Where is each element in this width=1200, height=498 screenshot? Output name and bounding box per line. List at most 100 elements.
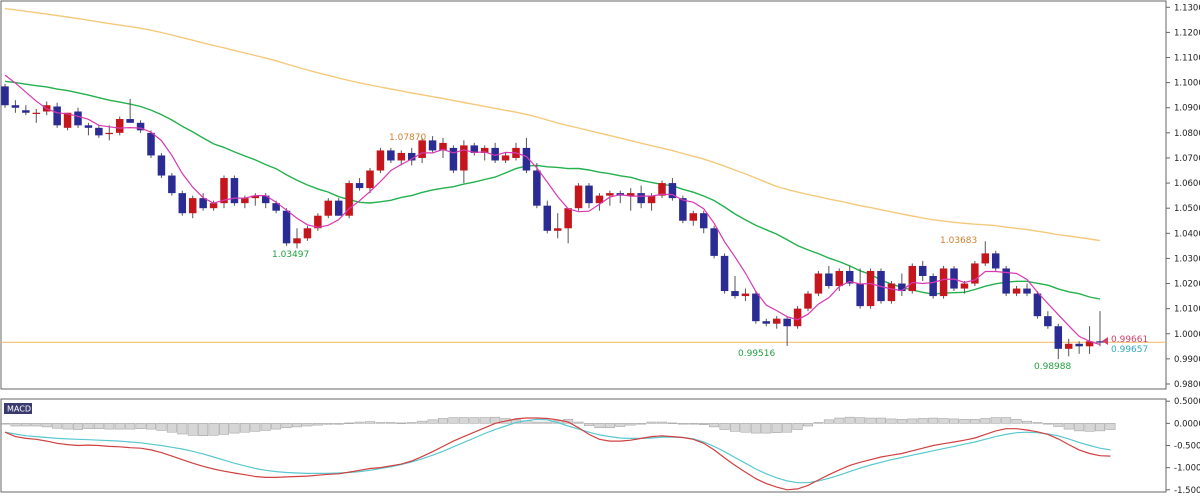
candle-body [261,195,270,204]
candle-body [825,273,833,287]
candle-body [460,145,468,171]
price-tick-label: 1.02000 [1174,280,1200,290]
candle-body [345,183,353,216]
candle-body [1,86,9,106]
macd-histogram-bar [229,423,240,434]
candle-body [1002,268,1010,294]
macd-histogram [0,416,1116,437]
macd-histogram-bar [1063,423,1074,430]
candle-body [783,318,791,327]
candle-body [658,183,666,196]
macd-histogram-bar [865,417,876,424]
candle-body [428,140,437,151]
macd-histogram-bar [959,419,970,424]
macd-histogram-bar [375,422,386,424]
last-price-marker [1102,337,1108,345]
macd-histogram-bar [938,418,949,424]
candle-body [376,150,385,171]
price-tick-label: 1.05000 [1174,204,1200,214]
macd-histogram-bar [949,418,959,424]
macd-histogram-bar [636,423,647,425]
macd-line [4,417,1111,491]
candle-body [178,193,187,214]
price-tick-label: 1.12000 [1174,28,1200,38]
macd-histogram-bar [41,423,52,428]
candle-body [115,119,124,133]
macd-histogram-bar [928,417,939,424]
macd-histogram-bar [260,423,271,431]
candle-body [1054,326,1063,349]
candle-body [293,238,301,244]
macd-histogram-bar [667,422,678,424]
macd-histogram-bar [750,423,761,434]
candle-body [814,273,823,294]
macd-histogram-bar [782,423,793,433]
ma-slow-line [4,7,1101,242]
candle-body [533,170,541,206]
macd-histogram-bar [1074,423,1085,432]
macd-histogram-bar [615,423,626,427]
macd-histogram-bar [271,423,282,430]
candle-body [710,228,718,256]
candle-body [606,193,614,196]
candle-body [585,185,593,204]
macd-histogram-bar [855,417,866,424]
macd-histogram-bar [0,423,10,425]
candle-body [439,142,447,151]
candle-body [282,210,291,244]
macd-histogram-bar [823,419,834,424]
candle-body [731,291,739,297]
annotation-low-3: 0.98988 [1034,362,1071,372]
candle-body [480,147,489,153]
candle-body [407,152,416,161]
candle-body [720,255,729,292]
macd-histogram-bar [31,423,42,427]
macd-histogram-bar [584,423,594,426]
macd-signal-line [4,418,1111,484]
candle-body [835,270,844,287]
price-tick-label: 0.99000 [1174,355,1200,365]
candle-body [981,253,990,264]
candle-body [157,155,166,176]
price-tick-label: 1.08000 [1174,129,1200,139]
candle-body [84,125,93,128]
macd-histogram-bar [604,423,615,429]
candle-body [856,283,864,307]
candle-body [647,195,656,204]
macd-histogram-bar [573,421,584,424]
annotation-low-1: 1.03497 [272,250,309,260]
candle-body [22,110,30,113]
macd-histogram-bar [886,418,897,424]
candle-body [991,253,1000,269]
macd-histogram-bar [333,423,344,425]
price-tick-label: 1.01000 [1174,305,1200,315]
macd-panel [0,398,1167,493]
candle-body [1012,288,1021,294]
candle-body [32,112,41,115]
candle-body [939,268,948,297]
macd-histogram-bar [709,423,720,428]
macd-histogram-bar [302,423,313,427]
candle-body [804,293,812,309]
price-panel [0,0,1167,390]
macd-label-badge [4,403,32,414]
last-price-label: 0.99661 [1111,335,1148,345]
macd-histogram-bar [531,421,542,424]
candle-body [126,119,134,123]
macd-histogram-bar [917,418,928,424]
macd-histogram-bar [417,420,428,424]
candle-body [220,178,228,204]
macd-histogram-bar [406,422,417,424]
price-tick-label: 1.06000 [1174,179,1200,189]
macd-histogram-bar [803,423,813,427]
candle-body [199,198,207,209]
macd-histogram-bar [1022,420,1032,424]
macd-histogram-bar [396,422,407,424]
macd-histogram-bar [458,417,469,424]
candle-body [741,293,750,297]
